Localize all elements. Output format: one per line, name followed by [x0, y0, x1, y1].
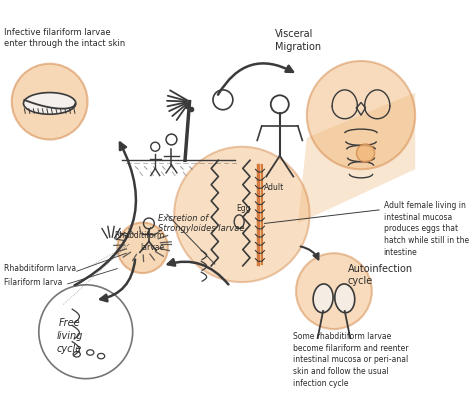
Text: Rhabditiform larva: Rhabditiform larva [4, 264, 76, 273]
Text: Adult female living in
intestinal mucosa
produces eggs that
hatch while still in: Adult female living in intestinal mucosa… [383, 201, 469, 257]
Ellipse shape [313, 284, 333, 313]
Circle shape [356, 144, 374, 162]
Text: Infective filariform larvae
enter through the intact skin: Infective filariform larvae enter throug… [4, 28, 125, 48]
Circle shape [296, 253, 372, 329]
Ellipse shape [335, 284, 355, 313]
Ellipse shape [24, 92, 76, 114]
Polygon shape [298, 92, 415, 224]
FancyArrowPatch shape [218, 64, 293, 95]
Text: Autoinfection
cycle: Autoinfection cycle [347, 264, 412, 286]
Text: Filariform larva: Filariform larva [4, 278, 62, 287]
FancyArrowPatch shape [168, 259, 228, 285]
Text: Rhabditiform
larvae: Rhabditiform larvae [114, 231, 164, 252]
Circle shape [118, 222, 168, 273]
Circle shape [307, 61, 415, 169]
Text: Adult: Adult [264, 183, 285, 192]
Text: Visceral
Migration: Visceral Migration [275, 29, 321, 52]
Text: Excretion of
Strongyloides larvae: Excretion of Strongyloides larvae [158, 214, 245, 233]
FancyArrowPatch shape [74, 143, 136, 285]
Text: Some rhabditiform larvae
become filariform and reenter
intestinal mucosa or peri: Some rhabditiform larvae become filarifo… [293, 332, 409, 388]
Text: Egg: Egg [237, 204, 251, 213]
Circle shape [12, 64, 88, 140]
Circle shape [174, 147, 310, 282]
Text: Free
living
cycle: Free living cycle [56, 318, 82, 354]
FancyArrowPatch shape [100, 260, 135, 301]
FancyArrowPatch shape [301, 247, 319, 260]
